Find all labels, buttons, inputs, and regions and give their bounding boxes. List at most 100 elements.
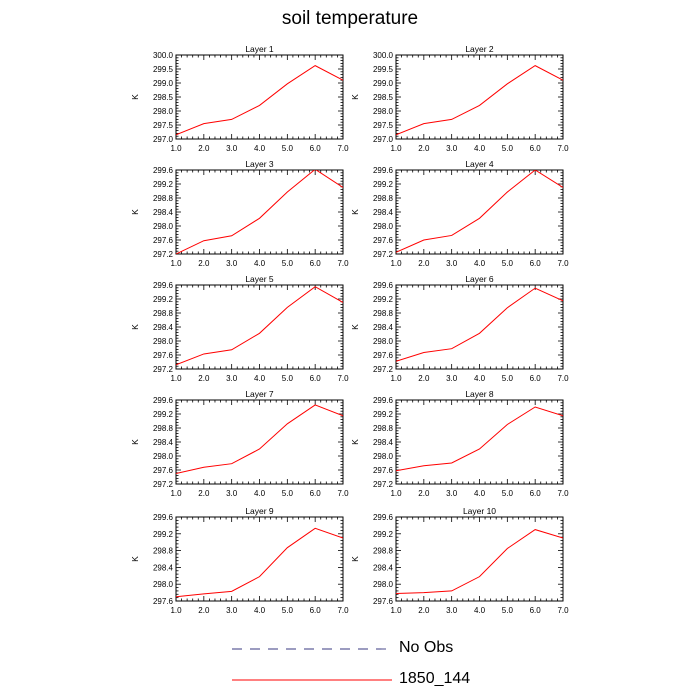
panel-2: Layer 2 K 1.0 2.0 3.0 4.0 5.0 6.0 7.0 297.0 297.5 2…: [350, 44, 569, 153]
x-tick-label: 4.0: [474, 144, 486, 153]
x-tick-label: 3.0: [226, 489, 238, 498]
y-tick-label: 298.0: [373, 452, 394, 461]
x-tick-label: 5.0: [282, 606, 294, 615]
panel-title: Layer 5: [245, 274, 274, 284]
x-tick-label: 6.0: [310, 489, 322, 498]
x-tick-label: 5.0: [502, 489, 514, 498]
x-tick-label: 5.0: [282, 144, 294, 153]
y-axis-label: K: [130, 439, 140, 445]
x-tick-label: 6.0: [530, 606, 542, 615]
y-tick-label: 298.8: [373, 309, 394, 318]
y-tick-label: 297.0: [373, 135, 394, 144]
y-tick-label: 299.2: [153, 180, 174, 189]
y-tick-label: 299.6: [153, 281, 174, 290]
y-tick-label: 298.8: [153, 424, 174, 433]
x-tick-label: 2.0: [198, 144, 210, 153]
x-tick-label: 1.0: [390, 489, 402, 498]
y-tick-label: 299.6: [153, 396, 174, 405]
x-tick-label: 6.0: [530, 259, 542, 268]
x-tick-label: 1.0: [390, 374, 402, 383]
x-tick-label: 7.0: [337, 259, 349, 268]
panel-3: Layer 3 K 1.0 2.0 3.0 4.0 5.0 6.0 7.0 297.2 297.6 2…: [130, 159, 349, 268]
y-tick-label: 298.4: [153, 208, 174, 217]
y-axis-label: K: [350, 209, 360, 215]
x-tick-label: 4.0: [254, 606, 266, 615]
x-tick-label: 3.0: [226, 144, 238, 153]
x-tick-label: 5.0: [282, 374, 294, 383]
y-tick-label: 299.2: [153, 530, 174, 539]
y-axis-label: K: [130, 556, 140, 562]
x-tick-label: 6.0: [530, 144, 542, 153]
panel-6: Layer 6 K 1.0 2.0 3.0 4.0 5.0 6.0 7.0 297.2 297.6 2…: [350, 274, 569, 383]
y-tick-label: 298.0: [373, 580, 394, 589]
y-axis-label: K: [130, 324, 140, 330]
x-tick-label: 7.0: [557, 144, 569, 153]
x-tick-label: 4.0: [474, 374, 486, 383]
y-tick-label: 299.5: [373, 65, 394, 74]
y-tick-label: 298.8: [153, 309, 174, 318]
y-tick-label: 298.0: [153, 222, 174, 231]
y-axis-label: K: [130, 209, 140, 215]
y-tick-label: 297.2: [373, 480, 394, 489]
x-tick-label: 4.0: [254, 374, 266, 383]
y-tick-label: 298.8: [373, 547, 394, 556]
y-tick-label: 297.5: [153, 121, 174, 130]
x-tick-label: 5.0: [502, 606, 514, 615]
panel-frame: [395, 516, 564, 602]
y-tick-label: 299.2: [373, 530, 394, 539]
y-tick-label: 299.6: [373, 281, 394, 290]
y-tick-label: 298.8: [373, 424, 394, 433]
panel-title: Layer 7: [245, 389, 274, 399]
series-line-1850-144: [396, 406, 563, 472]
panel-title: Layer 3: [245, 159, 274, 169]
panel-frame: [175, 284, 344, 370]
x-tick-label: 1.0: [390, 259, 402, 268]
panel-frame: [175, 399, 344, 485]
x-tick-label: 2.0: [198, 606, 210, 615]
panel-title: Layer 9: [245, 506, 274, 516]
x-tick-label: 4.0: [254, 259, 266, 268]
x-tick-label: 6.0: [530, 489, 542, 498]
x-tick-label: 6.0: [530, 374, 542, 383]
y-tick-label: 298.4: [153, 563, 174, 572]
y-tick-label: 298.0: [153, 107, 174, 116]
x-tick-label: 2.0: [418, 489, 430, 498]
y-tick-label: 297.6: [373, 351, 394, 360]
x-tick-label: 5.0: [502, 259, 514, 268]
series-line-1850-144: [176, 404, 343, 474]
y-tick-label: 299.6: [153, 513, 174, 522]
y-tick-label: 297.2: [153, 250, 174, 259]
x-tick-label: 3.0: [446, 606, 458, 615]
x-tick-label: 7.0: [557, 259, 569, 268]
panel-5: Layer 5 K 1.0 2.0 3.0 4.0 5.0 6.0 7.0 297.2 297.6 2…: [130, 274, 349, 383]
x-tick-label: 7.0: [337, 606, 349, 615]
y-tick-label: 298.4: [373, 563, 394, 572]
y-tick-label: 297.2: [373, 365, 394, 374]
x-tick-label: 7.0: [557, 374, 569, 383]
y-tick-label: 298.0: [373, 337, 394, 346]
y-tick-label: 297.6: [373, 466, 394, 475]
y-tick-label: 297.6: [153, 466, 174, 475]
series-line-1850-144: [396, 529, 563, 594]
y-axis-label: K: [350, 556, 360, 562]
y-tick-label: 299.0: [153, 79, 174, 88]
panel-title: Layer 1: [245, 44, 274, 54]
x-tick-label: 4.0: [474, 489, 486, 498]
y-tick-label: 297.2: [153, 365, 174, 374]
x-tick-label: 4.0: [474, 606, 486, 615]
x-tick-label: 3.0: [226, 374, 238, 383]
panel-title: Layer 6: [465, 274, 494, 284]
x-tick-label: 3.0: [446, 374, 458, 383]
y-tick-label: 297.2: [153, 480, 174, 489]
panel-10: Layer 10 K 1.0 2.0 3.0 4.0 5.0 6.0 7.0 297.6 298.0…: [350, 506, 569, 615]
x-tick-label: 2.0: [198, 489, 210, 498]
x-tick-label: 1.0: [390, 144, 402, 153]
series-line-1850-144: [176, 65, 343, 136]
y-tick-label: 299.6: [373, 166, 394, 175]
y-tick-label: 297.2: [373, 250, 394, 259]
y-axis-label: K: [130, 94, 140, 100]
panel-frame: [395, 284, 564, 370]
x-tick-label: 2.0: [418, 606, 430, 615]
y-tick-label: 298.4: [373, 208, 394, 217]
